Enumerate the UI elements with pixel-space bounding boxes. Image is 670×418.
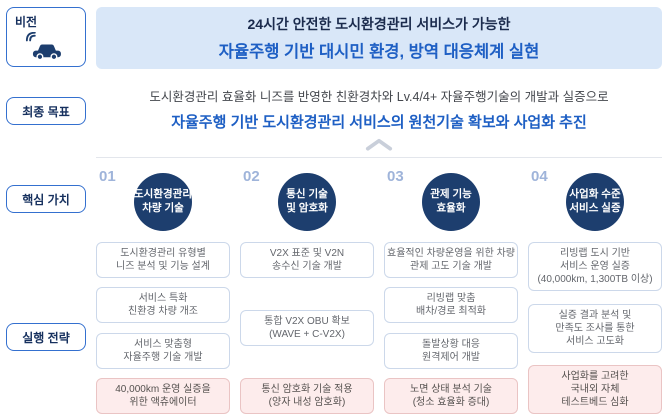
- sidebar-item-strategy: 실행 전략: [6, 323, 86, 351]
- strategy-item: 통합 V2X OBU 확보 (WAVE + C-V2X): [240, 310, 374, 346]
- strategy-column-3: 03 관제 기능 효율화 효율적인 차량운영을 위한 차량 관제 고도 기술 개…: [384, 168, 518, 414]
- strategy-item-highlight: 사업화를 고려한 국내외 자체 테스트베드 심화: [528, 365, 662, 414]
- sidebar-item-goal: 최종 목표: [6, 97, 86, 125]
- vision-banner: 24시간 안전한 도시환경관리 서비스가 가능한 자율주행 기반 대시민 환경,…: [96, 7, 662, 69]
- strategy-item: 서비스 맞춤형 자율주행 기술 개발: [96, 332, 230, 369]
- column-number: 02: [243, 168, 260, 185]
- goal-line1: 도시환경관리 효율화 니즈를 반영한 친환경차와 Lv.4/4+ 자율주행기술의…: [149, 90, 609, 104]
- strategy-item: 도시환경관리 유형별 니즈 분석 및 기능 설계: [96, 242, 230, 278]
- strategy-item: 리빙랩 맞춤 배차/경로 최적화: [384, 287, 518, 324]
- column-title-circle: 사업화 수준 서비스 실증: [566, 173, 624, 231]
- divider: [96, 157, 662, 158]
- column-header: 03 관제 기능 효율화: [384, 168, 518, 236]
- strategy-label: 실행 전략: [22, 330, 70, 345]
- vision-label: 비전: [15, 15, 38, 29]
- strategy-item: 리빙랩 도시 기반 서비스 운영 실증 (40,000km, 1,300TB 이…: [528, 242, 662, 291]
- strategy-item-highlight: 40,000km 운영 실증을 위한 액츄에이터: [96, 377, 230, 414]
- vision-line2: 자율주행 기반 대시민 환경, 방역 대응체계 실현: [218, 43, 540, 61]
- strategy-item: 돌발상황 대응 원격제어 개발: [384, 332, 518, 369]
- column-header: 02 통신 기술 및 암호화: [240, 168, 374, 236]
- strategy-item: V2X 표준 및 V2N 송수신 기술 개발: [240, 242, 374, 278]
- chevron-up-icon: [0, 138, 670, 151]
- car-signal-icon: [25, 31, 67, 61]
- vision-line1: 24시간 안전한 도시환경관리 서비스가 가능한: [247, 16, 511, 32]
- strategy-columns: 01 도시환경관리 차량 기술 도시환경관리 유형별 니즈 분석 및 기능 설계…: [96, 168, 662, 414]
- column-header: 04 사업화 수준 서비스 실증: [528, 168, 662, 236]
- column-items: 리빙랩 도시 기반 서비스 운영 실증 (40,000km, 1,300TB 이…: [528, 242, 662, 414]
- column-items: V2X 표준 및 V2N 송수신 기술 개발 통합 V2X OBU 확보 (WA…: [240, 242, 374, 414]
- strategy-item: 실증 결과 분석 및 만족도 조사를 통한 서비스 고도화: [528, 303, 662, 353]
- strategy-item-highlight: 노면 상태 분석 기술 (청소 효율화 증대): [384, 377, 518, 414]
- sidebar-item-core-values: 핵심 가치: [6, 185, 86, 213]
- column-header: 01 도시환경관리 차량 기술: [96, 168, 230, 236]
- column-number: 03: [387, 168, 404, 185]
- column-title-circle: 도시환경관리 차량 기술: [134, 173, 192, 231]
- strategy-item: 서비스 특화 친환경 차량 개조: [96, 287, 230, 324]
- strategy-item: 효율적인 차량운영을 위한 차량 관제 고도 기술 개발: [384, 242, 518, 278]
- column-title-circle: 관제 기능 효율화: [422, 173, 480, 231]
- strategy-column-2: 02 통신 기술 및 암호화 V2X 표준 및 V2N 송수신 기술 개발 통합…: [240, 168, 374, 414]
- column-title-circle: 통신 기술 및 암호화: [278, 173, 336, 231]
- sidebar-item-vision: 비전: [6, 7, 86, 67]
- column-number: 01: [99, 168, 116, 185]
- column-items: 효율적인 차량운영을 위한 차량 관제 고도 기술 개발 리빙랩 맞춤 배차/경…: [384, 242, 518, 414]
- strategy-item-highlight: 통신 암호화 기술 적용 (양자 내성 암호화): [240, 378, 374, 414]
- column-number: 04: [531, 168, 548, 185]
- final-goal: 도시환경관리 효율화 니즈를 반영한 친환경차와 Lv.4/4+ 자율주행기술의…: [96, 86, 662, 132]
- column-items: 도시환경관리 유형별 니즈 분석 및 기능 설계 서비스 특화 친환경 차량 개…: [96, 242, 230, 414]
- strategy-column-4: 04 사업화 수준 서비스 실증 리빙랩 도시 기반 서비스 운영 실증 (40…: [528, 168, 662, 414]
- values-label: 핵심 가치: [22, 192, 70, 207]
- goal-label: 최종 목표: [22, 104, 70, 119]
- goal-line2: 자율주행 기반 도시환경관리 서비스의 원천기술 확보와 사업화 추진: [171, 114, 587, 131]
- strategy-column-1: 01 도시환경관리 차량 기술 도시환경관리 유형별 니즈 분석 및 기능 설계…: [96, 168, 230, 414]
